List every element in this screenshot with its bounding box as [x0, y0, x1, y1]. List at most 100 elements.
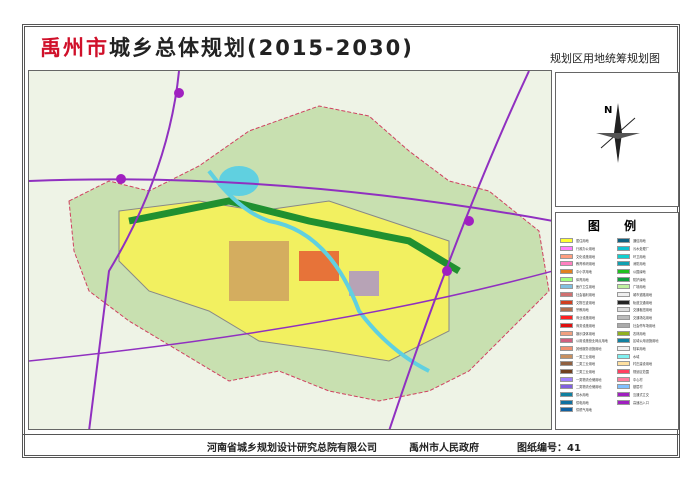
legend-label: 污水处理厂	[633, 246, 649, 251]
legend-swatch	[617, 307, 630, 313]
legend-swatch	[560, 307, 573, 313]
map-title: 禹州市城乡总体规划(2015-2030)	[40, 32, 414, 62]
legend-item: 三类工业用地	[560, 368, 617, 376]
legend-label: 农林用地	[633, 331, 646, 336]
legend-label: 体育用地	[576, 277, 589, 282]
legend-label: 水域	[633, 354, 640, 359]
legend-swatch	[617, 315, 630, 321]
legend-label: 规划区范围	[633, 369, 649, 374]
legend-swatch	[617, 384, 630, 390]
legend-label: 消防用地	[633, 262, 646, 267]
legend-item: 互通式立交	[617, 391, 674, 399]
legend-swatch	[617, 361, 630, 367]
legend-swatch	[560, 315, 573, 321]
legend-item: 供水用地	[560, 391, 617, 399]
legend-label: 一类工业用地	[576, 354, 596, 359]
legend-swatch	[617, 292, 630, 298]
legend-label: 轨道交通用地	[633, 300, 653, 305]
legend-swatch	[617, 284, 630, 290]
legend-swatch	[560, 345, 573, 351]
legend-item: 商业设施用地	[560, 314, 617, 322]
legend-item: 娱乐康体用地	[560, 329, 617, 337]
legend-swatch	[560, 330, 573, 336]
legend-swatch	[617, 322, 630, 328]
drawing-number: 图纸编号：41	[517, 443, 581, 454]
legend-label: 供燃气用地	[576, 408, 592, 413]
legend-swatch	[617, 399, 630, 405]
legend-item: 区域公用设施用地	[617, 337, 674, 345]
legend-item: 行政办公用地	[560, 245, 617, 253]
north-label: N	[604, 105, 612, 116]
legend-item: 通信用地	[617, 237, 674, 245]
legend-label: 二类工业用地	[576, 362, 596, 367]
legend-item: 社会福利用地	[560, 291, 617, 299]
legend-item: 高速出入口	[617, 398, 674, 406]
legend-swatch	[617, 330, 630, 336]
river	[207, 169, 430, 373]
legend-label: 城市道路用地	[633, 293, 653, 298]
legend-item: 城市道路用地	[617, 291, 674, 299]
legend-item: 居住用地	[560, 237, 617, 245]
legend-label: 交通场站用地	[633, 316, 653, 321]
legend-label: 中小学用地	[576, 270, 592, 274]
legend-item: 广场用地	[617, 283, 674, 291]
legend-swatch	[560, 322, 573, 328]
green-belt	[128, 197, 461, 275]
compass-icon: N	[596, 103, 640, 163]
legend-swatch	[560, 292, 573, 298]
legend-item: 交通场站用地	[617, 314, 674, 322]
legend-swatch	[617, 338, 630, 344]
legend-item: 商务设施用地	[560, 322, 617, 330]
legend-swatch	[560, 407, 573, 413]
legend-item: 防护绿地	[617, 275, 674, 283]
legend-item: 二类物流仓储用地	[560, 383, 617, 391]
legend-item: 中心村	[617, 375, 674, 383]
legend-swatch	[560, 261, 573, 267]
legend-swatch	[617, 345, 630, 351]
legend-label: 三类工业用地	[576, 369, 596, 374]
legend-swatch	[560, 361, 573, 367]
legend-swatch	[560, 276, 573, 282]
legend-item: 宗教用地	[560, 306, 617, 314]
legend-label: 村庄建设用地	[633, 362, 653, 367]
legend-item: 社会停车场用地	[617, 322, 674, 330]
legend-item: 供电用地	[560, 398, 617, 406]
legend-item: 文化设施用地	[560, 252, 617, 260]
map-subtitle: 规划区用地统筹规划图	[550, 52, 660, 65]
legend-item: 规划区范围	[617, 368, 674, 376]
expressway	[388, 71, 530, 429]
legend-item: 陆军用地	[617, 345, 674, 353]
legend-label: 文物古迹用地	[576, 300, 596, 305]
legend-label: 互通式立交	[633, 393, 649, 397]
legend-label: 其他服务设施用地	[576, 346, 602, 351]
legend-swatch	[617, 368, 630, 374]
commercial-zone	[299, 251, 339, 281]
legend-right-column: 通信用地 污水处理厂 环卫用地 消防用地 公园绿地 防护绿地 广场用地 城市道路用地 轨道交通用…	[617, 237, 674, 414]
legend-label: 陆军用地	[633, 346, 646, 351]
legend-item: 医疗卫生用地	[560, 283, 617, 291]
legend-label: 防护绿地	[633, 277, 646, 282]
government-name: 禹州市人民政府	[409, 443, 479, 454]
legend-swatch	[617, 276, 630, 282]
interchange-icon	[464, 216, 474, 226]
land-use-map[interactable]	[28, 70, 552, 430]
legend-item: 农林用地	[617, 329, 674, 337]
legend-label: 基层村	[633, 385, 643, 390]
legend-label: 公园绿地	[633, 270, 646, 274]
legend-swatch	[617, 353, 630, 359]
legend-swatch	[617, 238, 630, 244]
legend-swatch	[617, 299, 630, 305]
legend-label: 中心村	[633, 377, 643, 382]
legend: 图 例 居住用地 行政办公用地 文化设施用地 教育科研用地 中小学用地 体育用地 医疗卫生用…	[555, 212, 679, 430]
expressway	[29, 178, 551, 222]
legend-item: 公园绿地	[617, 268, 674, 276]
legend-label: 广场用地	[633, 285, 646, 290]
legend-swatch	[560, 368, 573, 374]
legend-label: 通信用地	[633, 239, 646, 244]
legend-title: 图 例	[587, 219, 647, 233]
legend-label: 商业设施用地	[576, 316, 596, 321]
legend-swatch	[560, 376, 573, 382]
legend-label: 高速出入口	[633, 400, 649, 405]
legend-item: 文物古迹用地	[560, 299, 617, 307]
legend-left-column: 居住用地 行政办公用地 文化设施用地 教育科研用地 中小学用地 体育用地 医疗卫生用地 社会福…	[560, 237, 617, 414]
